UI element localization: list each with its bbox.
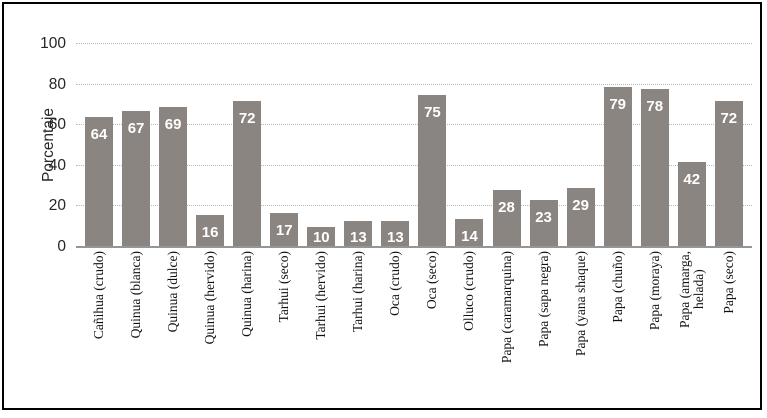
x-axis-label: Cañihua (crudo) [91,251,106,340]
x-label-cell: Oca (crudo) [381,251,409,409]
x-axis-label: Papa (chuño) [609,251,625,323]
y-axis-tick-label: 40 [48,156,66,174]
bar-value-label: 42 [683,170,701,188]
x-label-cell: Quinua (hervido) [196,251,224,409]
bar: 78 [640,88,669,247]
bar-value-label: 16 [201,223,219,241]
x-label-cell: Quinua (harina) [233,251,261,409]
x-label-cell: Papa (yana shaque) [567,251,595,409]
x-axis-label: Tarhui (seco) [276,251,292,323]
x-axis-label: Quinua (harina) [239,251,255,337]
x-label-cell: Tarhui (hervido) [307,251,335,409]
x-label-cell: Oca (seco) [418,251,446,409]
gridline [76,124,752,126]
bar-value-label: 69 [164,115,182,133]
bar-value-label: 10 [312,229,330,246]
bar-value-label: 17 [275,221,293,239]
bar-value-label: 13 [387,229,404,246]
plot-area: 64 67 69 16 72 17 10 13 13 75 14 28 23 29 79 78 42 72 [76,43,752,248]
bar: 67 [122,111,151,247]
bar: 17 [270,212,299,247]
x-axis-label: Tarhui (hervido) [313,251,329,340]
bar-value-label: 13 [349,229,367,246]
x-axis-label: Quinua (hervido) [202,251,218,345]
y-axis-tick-label: 0 [57,238,66,255]
x-axis-label: Oca (crudo) [387,251,403,316]
bar: 16 [196,214,225,247]
x-axis-label: Olluco (crudo) [461,251,477,331]
bar-value-label: 23 [535,209,552,227]
bar: 23 [529,200,558,247]
x-axis-label: Papa (moraya) [646,251,662,331]
y-axis-tick-label: 60 [48,116,66,134]
gridline [76,205,752,207]
bar-value-label: 64 [90,126,108,144]
x-label-cell: Quinua (blanca) [122,251,150,409]
x-axis-label: Tarhui (harina) [350,251,366,333]
x-label-cell: Papa (moraya) [641,251,669,409]
bar-value-label: 72 [238,109,256,127]
y-axis-tick-label: 20 [48,197,66,215]
x-axis-label: Quinua (blanca) [128,251,144,339]
bar-value-label: 28 [498,199,515,217]
x-axis-labels: Cañihua (crudo) Quinua (blanca) Quinua (du… [76,251,752,409]
bar: 72 [233,100,262,247]
x-axis-label: Papa (amarga, helada) [676,251,706,328]
x-axis-line [76,246,752,248]
x-label-cell: Papa (chuño) [604,251,632,409]
x-label-cell: Olluco (crudo) [455,251,483,409]
bar-value-label: 78 [646,97,664,115]
bar-value-label: 79 [609,95,626,113]
gridline [76,83,752,85]
bar-value-label: 75 [424,103,441,121]
bar: 79 [603,86,632,247]
x-axis-label: Oca (seco) [424,251,440,310]
bar: 64 [85,117,113,247]
bar: 14 [455,218,484,247]
bar-value-label: 14 [461,227,478,245]
bar: 29 [566,188,595,247]
x-label-cell: Cañihua (crudo) [85,251,113,409]
x-label-cell: Tarhui (seco) [270,251,298,409]
gridline [76,43,752,44]
y-axis-tick-label: 80 [48,75,66,93]
y-axis-tick-label: 100 [40,35,66,52]
bar: 13 [381,220,410,247]
x-axis-label: Papa (seco) [720,251,736,314]
bar: 72 [714,100,743,247]
x-label-cell: Papa (amarga, helada) [676,251,706,409]
bar: 69 [159,106,188,247]
bar-value-label: 67 [127,120,145,137]
x-label-cell: Papa (seco) [715,251,743,409]
bars: 64 67 69 16 72 17 10 13 13 75 14 28 23 29 79 78 42 72 [76,44,752,247]
bar: 42 [677,161,706,247]
x-label-cell: Quinua (dulce) [159,251,187,409]
x-axis-label: Quinua (dulce) [165,251,181,333]
x-label-cell: Tarhui (harina) [344,251,372,409]
x-axis-label: Papa (sapa negra) [535,251,551,347]
bar: 10 [307,226,336,247]
x-label-cell: Papa (sapa negra) [530,251,558,409]
figure-border: Porcentaje 0 20 40 60 80 100 64 67 69 16 72 17 10 13… [2,2,762,410]
bar: 75 [418,94,447,247]
bar: 13 [344,220,373,247]
bar-value-label: 29 [572,197,589,215]
bar-value-label: 72 [720,109,738,127]
bar: 28 [492,190,521,247]
x-axis-label: Papa (caramarquina) [498,251,514,364]
x-label-cell: Papa (caramarquina) [493,251,521,409]
x-axis-label: Papa (yana shaque) [572,251,588,356]
gridline [76,164,752,166]
